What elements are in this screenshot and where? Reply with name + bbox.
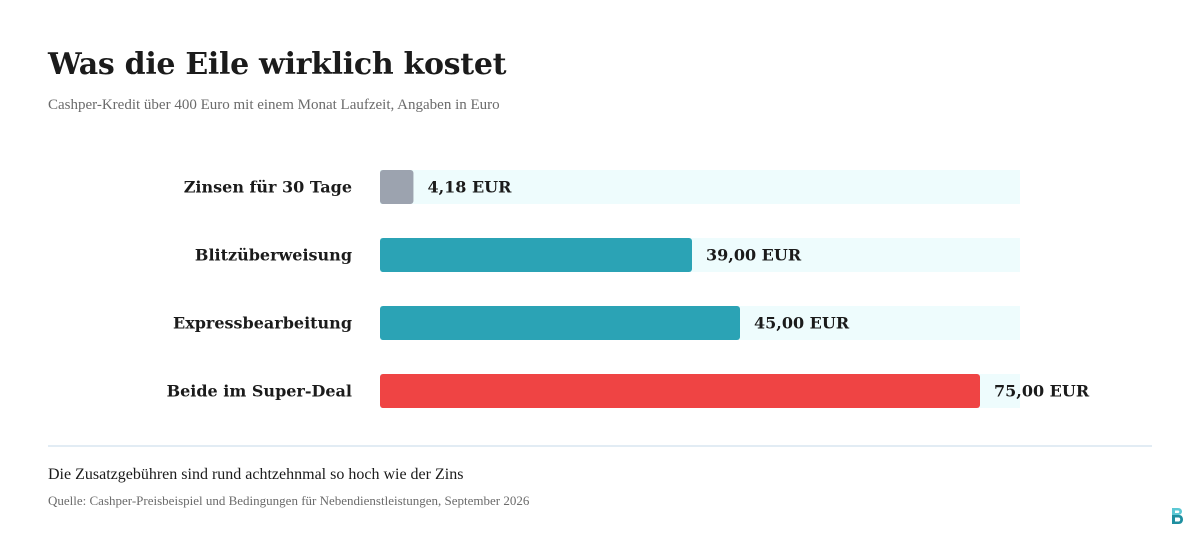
category-label: Expressbearbeitung — [173, 314, 352, 333]
chart-subtitle: Cashper-Kredit über 400 Euro mit einem M… — [48, 97, 500, 113]
bar-3 — [380, 306, 740, 340]
category-label: Zinsen für 30 Tage — [184, 178, 352, 197]
value-label: 39,00 EUR — [706, 246, 802, 265]
chart-note: Die Zusatzgebühren sind rund achtzehnmal… — [48, 466, 464, 483]
value-label: 45,00 EUR — [754, 314, 850, 333]
footer-divider — [48, 445, 1152, 447]
value-label: 75,00 EUR — [994, 382, 1090, 401]
bar-track — [380, 170, 1020, 204]
bar-2 — [380, 238, 692, 272]
bar-1 — [380, 170, 414, 204]
bar-chart: Zinsen für 30 Tage 4,18 EUR Blitzüberweisu… — [167, 170, 1090, 408]
category-label: Blitzüberweisung — [195, 246, 352, 265]
value-label: 4,18 EUR — [427, 178, 512, 197]
bar-4 — [380, 374, 980, 408]
chart-title: Was die Eile wirklich kostet — [48, 47, 507, 82]
category-label: Beide im Super-Deal — [167, 382, 352, 401]
chart-source: Quelle: Cashper-Preisbeispiel und Beding… — [48, 493, 530, 508]
brand-logo-icon — [1172, 508, 1183, 524]
